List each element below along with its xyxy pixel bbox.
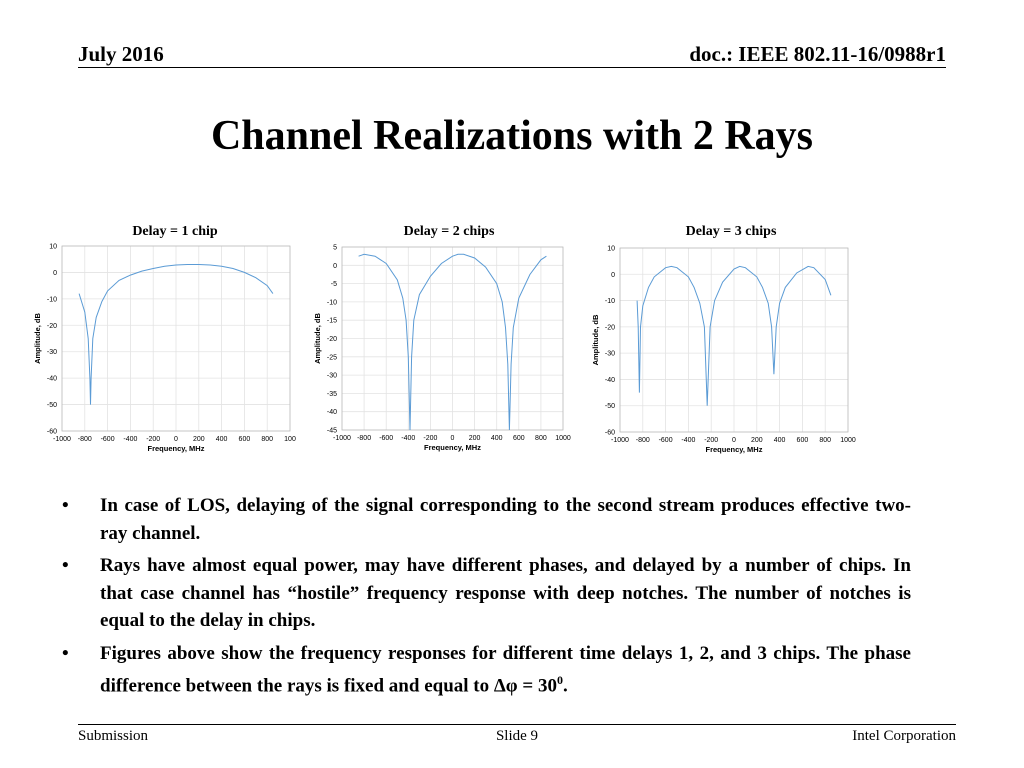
bullet-end: . [562, 675, 568, 697]
chart-title: Delay = 1 chip [132, 224, 218, 239]
x-tick-label: 1000 [840, 437, 856, 444]
x-axis-label: Frequency, MHz [424, 443, 481, 452]
footer-right: Intel Corporation [852, 728, 956, 744]
y-axis-label: Amplitude, dB [591, 314, 600, 365]
y-tick-label: -30 [327, 373, 337, 380]
y-tick-label: -50 [605, 403, 615, 410]
x-tick-label: -200 [423, 435, 437, 442]
x-tick-label: -200 [146, 436, 160, 443]
y-tick-label: -5 [331, 281, 337, 288]
x-tick-label: -400 [681, 437, 695, 444]
x-tick-label: 800 [819, 437, 831, 444]
y-tick-label: 10 [607, 246, 615, 253]
x-tick-label: 200 [193, 436, 205, 443]
bullet-list: • In case of LOS, delaying of the signal … [62, 492, 911, 705]
x-tick-label: 0 [174, 436, 178, 443]
x-tick-label: 600 [239, 436, 251, 443]
plot-frame [619, 247, 849, 433]
y-tick-label: -20 [47, 323, 57, 330]
bullet: • Figures above show the frequency respon… [62, 642, 911, 697]
y-tick-label: 0 [611, 272, 615, 279]
x-tick-label: -200 [704, 437, 718, 444]
x-tick-label: 600 [513, 435, 525, 442]
header-date: July 2016 [78, 42, 164, 66]
plot-frame [341, 246, 564, 431]
x-tick-label: -400 [401, 435, 415, 442]
y-tick-label: -40 [605, 377, 615, 384]
x-tick-label: -800 [357, 435, 371, 442]
x-tick-label: -1000 [611, 437, 629, 444]
x-tick-label: 600 [797, 437, 809, 444]
y-tick-label: 5 [333, 245, 337, 252]
y-axis-label: Amplitude, dB [33, 313, 42, 364]
x-tick-label: 400 [216, 436, 228, 443]
x-axis-label: Frequency, MHz [148, 444, 205, 453]
footer-center: Slide 9 [495, 728, 539, 744]
x-tick-label: -800 [78, 436, 92, 443]
y-tick-label: -15 [327, 318, 337, 325]
x-axis-label: Frequency, MHz [706, 445, 763, 454]
bullet-text: In case of LOS, delaying of the signal c… [100, 495, 911, 544]
y-tick-label: -35 [327, 391, 337, 398]
y-tick-label: -10 [605, 298, 615, 305]
y-tick-label: -60 [605, 430, 615, 437]
y-tick-label: 0 [333, 263, 337, 270]
x-tick-label: 400 [774, 437, 786, 444]
x-tick-label: 1000 [555, 435, 571, 442]
header-rule [78, 67, 946, 68]
data-line [636, 265, 832, 406]
y-tick-label: -20 [605, 324, 615, 331]
footer-left: Submission [78, 728, 149, 744]
y-tick-label: -30 [605, 351, 615, 358]
x-tick-label: -800 [636, 437, 650, 444]
charts: Delay = 1 chip100-10-20-30-40-50-60-1000… [33, 224, 856, 454]
superscript: 0 [556, 673, 563, 687]
y-tick-label: -50 [47, 402, 57, 409]
x-tick-label: 800 [261, 436, 273, 443]
chart-title: Delay = 3 chips [686, 224, 777, 239]
data-line [358, 253, 547, 431]
y-tick-label: -40 [47, 376, 57, 383]
footer-rule [78, 724, 956, 725]
y-tick-label: -25 [327, 354, 337, 361]
y-axis-label: Amplitude, dB [313, 313, 322, 364]
bullet: • In case of LOS, delaying of the signal … [62, 495, 911, 544]
x-tick-label: -600 [379, 435, 393, 442]
y-tick-label: -60 [47, 429, 57, 436]
x-tick-label: -600 [101, 436, 115, 443]
bullet-text: Figures above show the frequency respons… [100, 642, 911, 697]
y-tick-label: -20 [327, 336, 337, 343]
x-tick-label: 800 [535, 435, 547, 442]
slide-title: Channel Realizations with 2 Rays [210, 113, 814, 159]
y-tick-label: -10 [327, 299, 337, 306]
x-tick-label: 400 [491, 435, 503, 442]
y-tick-label: 10 [49, 244, 57, 251]
bullet: • Rays have almost equal power, may have … [62, 555, 911, 631]
header-doc: doc.: IEEE 802.11-16/0988r1 [689, 42, 946, 66]
x-tick-label: 100 [284, 436, 296, 443]
x-tick-label: 0 [732, 437, 736, 444]
chart-title: Delay = 2 chips [404, 224, 495, 239]
x-tick-label: 200 [469, 435, 481, 442]
x-tick-label: -400 [123, 436, 137, 443]
x-tick-label: 0 [451, 435, 455, 442]
x-tick-label: -1000 [53, 436, 71, 443]
plot-frame [61, 245, 291, 432]
y-tick-label: 0 [53, 270, 57, 277]
bullet-text: Rays have almost equal power, may have d… [100, 555, 911, 631]
x-tick-label: -1000 [333, 435, 351, 442]
x-tick-label: 200 [751, 437, 763, 444]
y-tick-label: -10 [47, 296, 57, 303]
y-tick-label: -30 [47, 349, 57, 356]
y-tick-label: -40 [327, 409, 337, 416]
x-tick-label: -600 [659, 437, 673, 444]
data-line [78, 264, 274, 405]
y-tick-label: -45 [327, 428, 337, 435]
